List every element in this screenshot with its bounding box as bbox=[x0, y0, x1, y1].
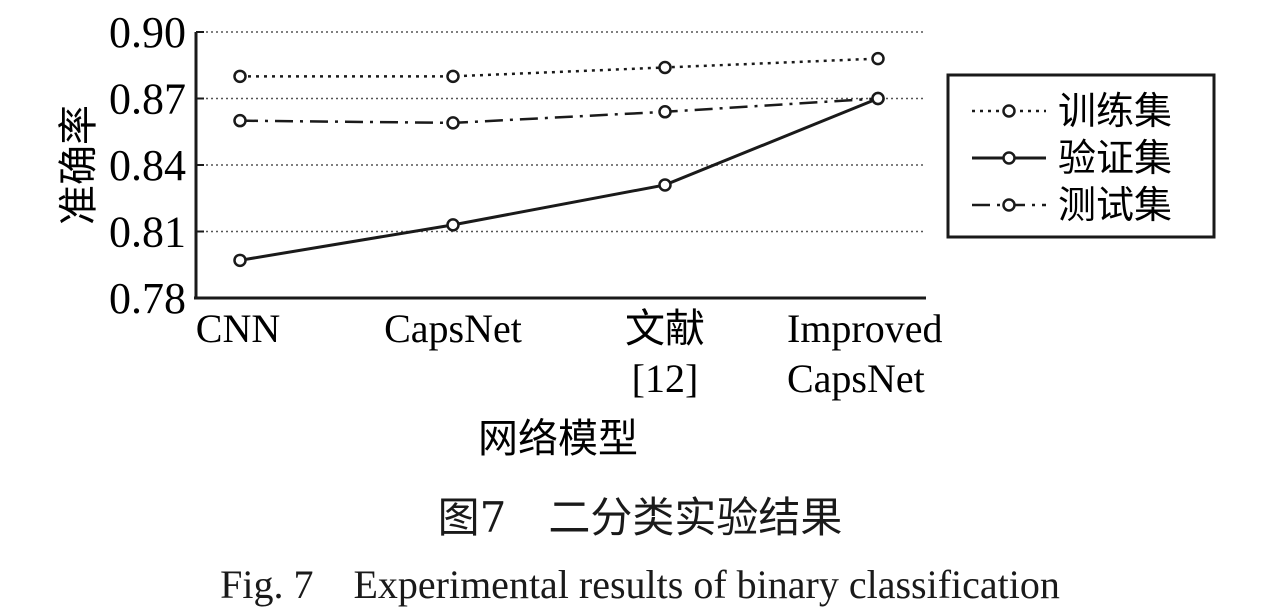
legend-label: 验证集 bbox=[1058, 136, 1172, 180]
y-tick-label: 0.84 bbox=[109, 141, 186, 190]
data-point bbox=[658, 178, 672, 192]
data-point bbox=[233, 253, 247, 268]
legend-marker bbox=[1002, 104, 1016, 118]
legend-label: 测试集 bbox=[1058, 183, 1172, 227]
series-line bbox=[239, 97, 879, 125]
y-axis-label: 准确率 bbox=[56, 105, 102, 225]
x-category-label: CNN bbox=[196, 306, 280, 351]
data-point bbox=[446, 116, 460, 130]
gridlines bbox=[196, 31, 926, 233]
data-point bbox=[233, 113, 247, 128]
x-axis-label: 网络模型 bbox=[478, 416, 638, 462]
y-tick-label: 0.81 bbox=[109, 208, 186, 257]
x-category-label: Improved CapsNet bbox=[787, 306, 943, 401]
y-tick-labels: 0.78 0.81 0.84 0.87 0.90 bbox=[109, 8, 204, 323]
x-category-labels: CNN CapsNet 文献[12] Improved CapsNet bbox=[196, 306, 943, 401]
legend-marker bbox=[1002, 198, 1016, 212]
y-tick-label: 0.78 bbox=[109, 274, 186, 323]
x-category-label: 文献[12] bbox=[625, 306, 705, 401]
series-layer bbox=[233, 51, 885, 268]
y-tick-label: 0.90 bbox=[109, 8, 186, 57]
data-point bbox=[658, 60, 672, 75]
data-point bbox=[446, 218, 460, 232]
series-line bbox=[240, 57, 879, 78]
chart: 0.78 0.81 0.84 0.87 0.90 CNN CapsNet 文献[12] Imp… bbox=[56, 8, 1216, 462]
figure-caption-cn: 图7 二分类实验结果 bbox=[437, 493, 843, 542]
data-point bbox=[233, 69, 247, 84]
data-point bbox=[658, 105, 672, 119]
data-point bbox=[871, 51, 885, 66]
data-point bbox=[446, 69, 460, 84]
legend-box bbox=[946, 73, 1216, 239]
y-tick-label: 0.87 bbox=[109, 75, 186, 124]
x-category-label: CapsNet bbox=[384, 306, 522, 351]
series-line bbox=[239, 97, 879, 262]
legend-label: 训练集 bbox=[1058, 89, 1172, 133]
legend-marker bbox=[1002, 151, 1016, 165]
data-point bbox=[871, 91, 885, 106]
figure-caption-en: Fig. 7 Experimental results of binary cl… bbox=[220, 562, 1060, 607]
